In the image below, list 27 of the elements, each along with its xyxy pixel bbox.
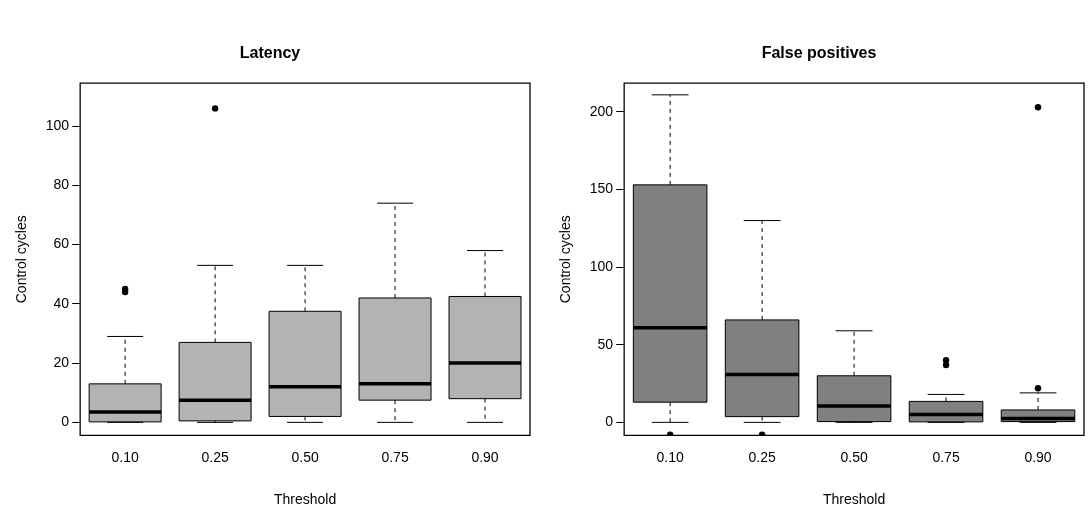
x-tick-label: 0.50 bbox=[840, 448, 868, 465]
x-tick-label: 0.90 bbox=[471, 448, 499, 465]
y-tick-label: 80 bbox=[53, 176, 70, 193]
x-tick-label: 0.90 bbox=[1024, 448, 1052, 465]
y-tick-label: 20 bbox=[53, 353, 70, 370]
x-tick-label: 0.25 bbox=[748, 448, 776, 465]
y-tick-label: 100 bbox=[45, 117, 70, 134]
y-axis-title: Control cycles bbox=[13, 215, 30, 304]
x-tick-label: 0.75 bbox=[932, 448, 960, 465]
y-tick-label: 40 bbox=[53, 294, 70, 311]
x-tick-label: 0.25 bbox=[201, 448, 229, 465]
x-tick-label: 0.10 bbox=[656, 448, 684, 465]
chart-title: False positives bbox=[761, 44, 877, 62]
x-axis-title: Threshold bbox=[822, 491, 886, 508]
y-axis-title: Control cycles bbox=[557, 215, 574, 304]
y-tick-label: 0 bbox=[61, 413, 70, 430]
x-tick-label: 0.10 bbox=[111, 448, 139, 465]
y-tick-label: 60 bbox=[53, 235, 70, 252]
x-tick-label: 0.50 bbox=[291, 448, 319, 465]
y-tick-label: 100 bbox=[589, 258, 614, 274]
x-tick-label: 0.75 bbox=[381, 448, 409, 465]
x-axis-title: Threshold bbox=[273, 491, 337, 508]
y-tick-label: 200 bbox=[589, 102, 614, 119]
y-tick-label: 150 bbox=[589, 180, 614, 197]
y-tick-label: 0 bbox=[605, 413, 614, 430]
chart-title: Latency bbox=[239, 44, 301, 62]
y-tick-label: 50 bbox=[597, 335, 614, 352]
